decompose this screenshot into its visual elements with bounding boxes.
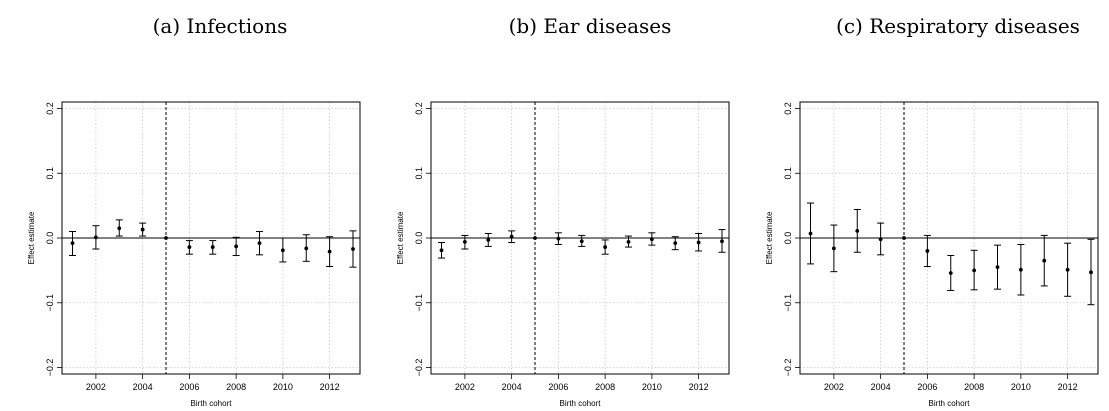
data-point (696, 240, 701, 245)
data-point (439, 248, 444, 253)
data-point (117, 226, 122, 231)
data-point (1042, 258, 1047, 263)
y-tick-label: −0.2 (45, 359, 55, 377)
x-tick-label: 2012 (1058, 382, 1078, 392)
y-tick-label: 0.2 (783, 102, 793, 115)
x-axis-label: Birth cohort (191, 399, 233, 408)
x-tick-label: 2010 (1011, 382, 1031, 392)
data-point (673, 241, 678, 246)
data-point (140, 227, 145, 232)
x-tick-label: 2010 (273, 382, 293, 392)
y-tick-label: 0.2 (414, 102, 424, 115)
data-point (164, 236, 168, 240)
data-point (603, 245, 608, 249)
panel-title-a: (a) Infections (152, 14, 288, 38)
y-tick-label: 0.0 (414, 232, 424, 245)
chart-ear-diseases: 2002 2004 2006 2008 2010 2012 −0.2 −0.1 0.0 0.1 0.… (396, 101, 730, 408)
x-tick-label: 2006 (179, 382, 199, 392)
x-tick-label: 2002 (455, 382, 475, 392)
data-point (257, 241, 262, 246)
x-tick-label: 2006 (548, 382, 568, 392)
chart-infections: 2002 2004 2006 2008 2010 2012 −0.2 −0.1 0.0 0.1 0.… (27, 101, 361, 408)
y-tick-label: −0.1 (45, 294, 55, 312)
y-axis-label: Effect estimate (765, 211, 774, 264)
x-tick-label: 2008 (964, 382, 984, 392)
panel-title-c: (c) Respiratory diseases (836, 14, 1080, 38)
y-tick-label: 0.2 (45, 102, 55, 115)
x-tick-label: 2004 (502, 382, 522, 392)
y-axis-label: Effect estimate (396, 211, 405, 264)
data-point (855, 228, 860, 233)
x-tick-label: 2002 (86, 382, 106, 392)
data-point (210, 245, 215, 249)
data-point (808, 231, 813, 236)
y-tick-label: −0.1 (783, 294, 793, 312)
x-tick-label: 2008 (595, 382, 615, 392)
data-point (972, 268, 977, 273)
y-tick-label: 0.1 (45, 167, 55, 180)
data-point (649, 237, 654, 242)
y-tick-label: −0.1 (414, 294, 424, 312)
data-point (486, 238, 491, 242)
x-tick-label: 2006 (917, 382, 937, 392)
data-point (234, 244, 239, 249)
data-point (925, 249, 930, 253)
x-tick-label: 2004 (871, 382, 891, 392)
y-tick-label: 0.0 (45, 232, 55, 245)
data-point (351, 247, 355, 251)
data-point (1065, 267, 1070, 272)
data-point (280, 248, 285, 253)
x-tick-label: 2008 (226, 382, 246, 392)
y-tick-label: −0.2 (414, 359, 424, 377)
y-tick-label: 0.1 (783, 167, 793, 180)
data-point (93, 235, 98, 240)
data-point (304, 246, 309, 251)
data-point (1018, 267, 1023, 272)
y-tick-label: −0.2 (783, 359, 793, 377)
data-point (509, 234, 514, 239)
y-tick-label: 0.0 (783, 232, 793, 245)
chart-respiratory-diseases: 2002 2004 2006 2008 2010 2012 −0.2 −0.1 0.0 0.1 0.… (765, 101, 1099, 408)
data-point (462, 239, 467, 244)
data-point (878, 237, 883, 242)
panel-title-b: (b) Ear diseases (508, 14, 672, 38)
data-point (626, 239, 631, 244)
data-point (995, 265, 1000, 270)
data-point (902, 236, 906, 240)
x-tick-label: 2012 (320, 382, 340, 392)
data-point (556, 236, 561, 241)
x-tick-label: 2004 (133, 382, 153, 392)
x-axis-label: Birth cohort (929, 399, 971, 408)
y-tick-label: 0.1 (414, 167, 424, 180)
data-point (1089, 270, 1093, 275)
data-point (579, 239, 584, 244)
y-axis-label: Effect estimate (27, 211, 36, 264)
data-point (948, 271, 953, 275)
data-point (327, 249, 332, 254)
data-point (70, 241, 75, 246)
x-tick-label: 2002 (824, 382, 844, 392)
data-point (720, 239, 724, 244)
x-tick-label: 2010 (642, 382, 662, 392)
x-axis-label: Birth cohort (560, 399, 602, 408)
data-point (831, 246, 836, 251)
data-point (533, 236, 537, 240)
x-tick-label: 2012 (689, 382, 709, 392)
data-point (187, 245, 192, 249)
